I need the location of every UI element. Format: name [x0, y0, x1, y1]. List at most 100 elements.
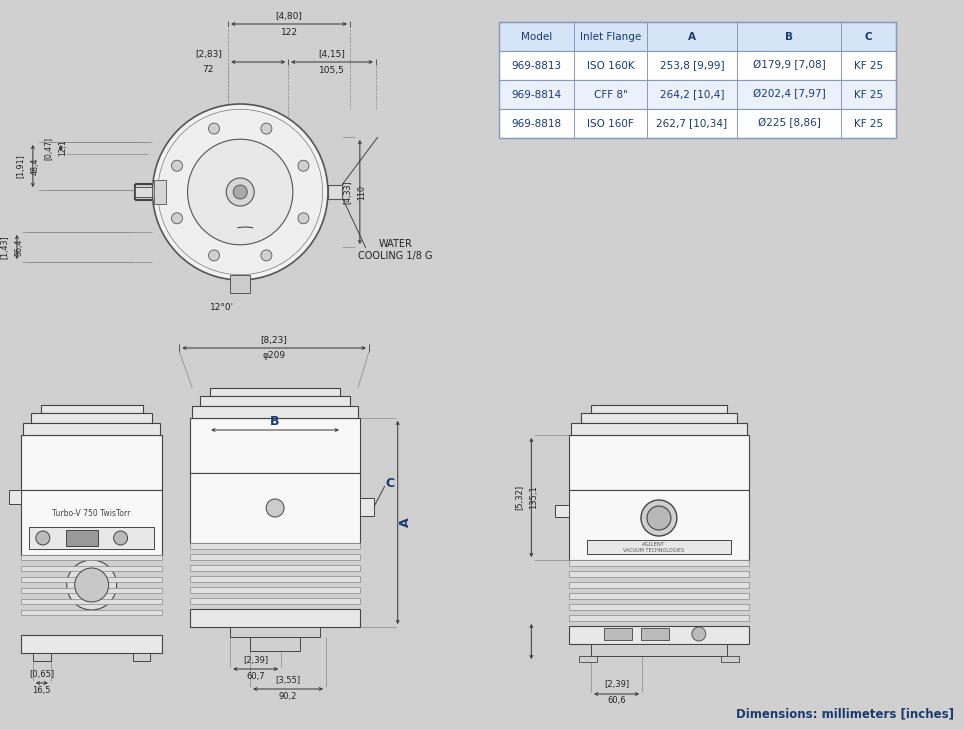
Bar: [190, 418, 360, 473]
Text: 72: 72: [202, 64, 214, 74]
Bar: [569, 571, 749, 577]
Circle shape: [188, 139, 293, 245]
Text: Dimensions: millimeters [inches]: Dimensions: millimeters [inches]: [736, 708, 954, 720]
Bar: [251, 637, 300, 651]
Text: AGILENT: AGILENT: [642, 542, 665, 547]
Bar: [581, 413, 736, 423]
Bar: [21, 577, 163, 582]
Text: [8,23]: [8,23]: [260, 335, 287, 345]
Bar: [555, 505, 569, 517]
Bar: [499, 22, 897, 51]
Bar: [210, 388, 340, 396]
Text: Inlet Flange: Inlet Flange: [580, 31, 641, 42]
Bar: [572, 423, 747, 435]
Bar: [641, 628, 669, 640]
Circle shape: [227, 178, 254, 206]
Text: [1,43]: [1,43]: [0, 235, 10, 259]
Text: 253,8 [9,99]: 253,8 [9,99]: [659, 61, 724, 71]
Bar: [190, 565, 360, 571]
Text: KF 25: KF 25: [854, 61, 883, 71]
Bar: [499, 22, 897, 138]
Bar: [133, 653, 150, 661]
Text: 262,7 [10,34]: 262,7 [10,34]: [656, 119, 728, 128]
Bar: [230, 275, 251, 293]
Text: 969-8818: 969-8818: [512, 119, 562, 128]
Bar: [9, 490, 21, 504]
Text: Turbo-V 750 TwisTorr: Turbo-V 750 TwisTorr: [52, 509, 131, 518]
Text: 135,1: 135,1: [529, 486, 538, 510]
Bar: [23, 423, 160, 435]
Text: COOLING 1/8 G: COOLING 1/8 G: [359, 251, 433, 261]
Bar: [499, 109, 897, 138]
Bar: [190, 598, 360, 604]
Circle shape: [641, 500, 677, 536]
Circle shape: [233, 185, 247, 199]
Text: [2,39]: [2,39]: [604, 680, 629, 690]
Text: Ø179,9 [7,08]: Ø179,9 [7,08]: [753, 61, 825, 71]
Circle shape: [114, 531, 127, 545]
Bar: [21, 588, 163, 593]
Bar: [328, 185, 342, 199]
Text: Ø225 [8,86]: Ø225 [8,86]: [758, 118, 820, 128]
Bar: [21, 566, 163, 571]
Bar: [21, 635, 163, 653]
Text: CFF 8": CFF 8": [594, 90, 628, 99]
Text: 264,2 [10,4]: 264,2 [10,4]: [659, 90, 724, 99]
Bar: [569, 560, 749, 566]
Text: [1,91]: [1,91]: [16, 154, 25, 178]
Text: 105,5: 105,5: [319, 66, 345, 74]
Circle shape: [261, 123, 272, 134]
Text: B: B: [785, 31, 793, 42]
Bar: [569, 582, 749, 588]
Text: WATER: WATER: [379, 239, 413, 249]
Bar: [569, 490, 749, 560]
Bar: [154, 180, 167, 204]
Text: C: C: [386, 477, 394, 489]
Text: A: A: [688, 31, 696, 42]
Text: [4,80]: [4,80]: [276, 12, 303, 20]
Text: 12°0': 12°0': [210, 303, 234, 311]
Circle shape: [298, 160, 308, 171]
Bar: [604, 628, 632, 640]
Text: [5,32]: [5,32]: [515, 485, 523, 510]
Bar: [21, 555, 163, 560]
Bar: [190, 587, 360, 593]
Text: B: B: [270, 415, 280, 427]
Circle shape: [208, 250, 220, 261]
Circle shape: [75, 568, 109, 602]
Bar: [190, 543, 360, 549]
Bar: [569, 593, 749, 599]
Text: [0,47]: [0,47]: [44, 136, 53, 160]
Circle shape: [298, 213, 308, 224]
Text: [3,55]: [3,55]: [276, 676, 301, 685]
Bar: [40, 405, 143, 413]
Circle shape: [692, 627, 706, 641]
Bar: [587, 540, 731, 554]
Text: φ209: φ209: [262, 351, 285, 359]
Bar: [190, 473, 360, 543]
Bar: [591, 644, 727, 656]
Bar: [721, 656, 738, 662]
Bar: [579, 656, 597, 662]
Bar: [21, 435, 163, 490]
Text: 48,4: 48,4: [30, 157, 40, 175]
Circle shape: [208, 123, 220, 134]
Circle shape: [152, 104, 328, 280]
Text: KF 25: KF 25: [854, 119, 883, 128]
Circle shape: [172, 213, 182, 224]
Bar: [135, 187, 152, 197]
Text: 90,2: 90,2: [279, 692, 297, 701]
Bar: [21, 610, 163, 615]
Bar: [33, 653, 51, 661]
Bar: [360, 498, 374, 516]
Bar: [499, 51, 897, 80]
Text: KF 25: KF 25: [854, 90, 883, 99]
Circle shape: [261, 250, 272, 261]
Circle shape: [36, 531, 50, 545]
Bar: [29, 527, 154, 549]
Text: 969-8814: 969-8814: [512, 90, 562, 99]
Circle shape: [266, 499, 284, 517]
Text: A: A: [399, 518, 413, 527]
Text: C: C: [865, 31, 872, 42]
Bar: [230, 627, 320, 637]
